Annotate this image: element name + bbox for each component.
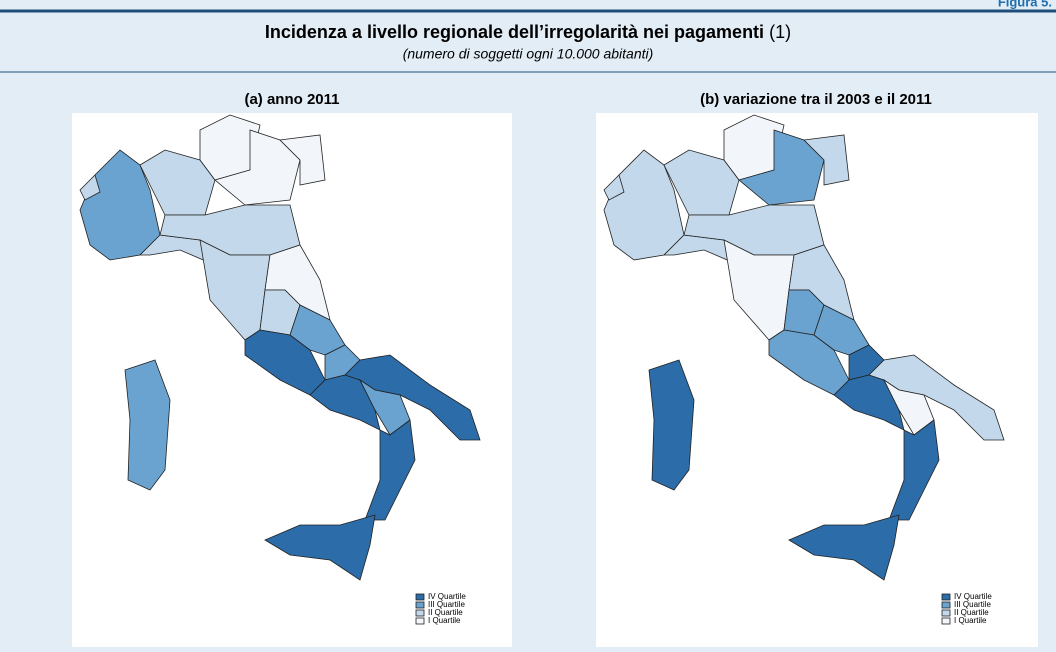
- legend-label: I Quartile: [428, 616, 461, 625]
- legend-label: III Quartile: [954, 600, 991, 609]
- title: Incidenza a livello regionale dell’irreg…: [265, 22, 791, 42]
- title-main: Incidenza a livello regionale dell’irreg…: [265, 22, 764, 42]
- legend-label: IV Quartile: [954, 592, 992, 601]
- panel-title: (a) anno 2011: [244, 91, 339, 108]
- legend-label: II Quartile: [428, 608, 463, 617]
- legend-label: III Quartile: [428, 600, 465, 609]
- legend: IV Quartile III Quartile II Quartile I Q…: [941, 592, 992, 625]
- legend-label: I Quartile: [954, 616, 987, 625]
- subtitle: (numero di soggetti ogni 10.000 abitanti…: [403, 46, 654, 62]
- figure-label: Figura 5.: [998, 0, 1052, 9]
- panel-title: (b) variazione tra il 2003 e il 2011: [700, 91, 932, 108]
- legend: IV Quartile III Quartile II Quartile I Q…: [415, 592, 466, 625]
- legend-label: II Quartile: [954, 608, 989, 617]
- title-note: (1): [769, 22, 791, 42]
- legend-label: IV Quartile: [428, 592, 466, 601]
